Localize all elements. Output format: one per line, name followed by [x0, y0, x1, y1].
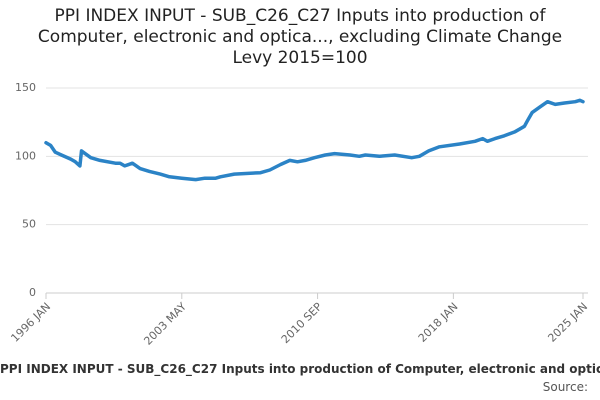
- x-tick-label: 2018 JAN: [416, 300, 461, 345]
- data-line: [44, 98, 585, 182]
- source: Source:: [542, 380, 588, 394]
- x-tick-label: 2003 MAY: [141, 300, 189, 348]
- y-tick-label: 50: [22, 218, 36, 231]
- x-tick-label: 2025 JAN: [545, 300, 590, 345]
- legend: PPI INDEX INPUT - SUB_C26_C27 Inputs int…: [0, 362, 600, 376]
- chart-title: PPI INDEX INPUT - SUB_C26_C27 Inputs int…: [37, 6, 563, 68]
- legend-label: PPI INDEX INPUT - SUB_C26_C27 Inputs int…: [0, 362, 600, 376]
- x-tick-label: 2010 SEP: [279, 300, 325, 346]
- y-tick-label: 0: [29, 286, 36, 299]
- x-tick-label: 1996 JAN: [8, 300, 53, 345]
- chart: 0 50 100 150 1996 JAN 2003 MAY 2010 SEP 2018 JA…: [8, 81, 590, 348]
- y-tick-label: 150: [15, 81, 36, 94]
- y-tick-label: 100: [15, 149, 36, 162]
